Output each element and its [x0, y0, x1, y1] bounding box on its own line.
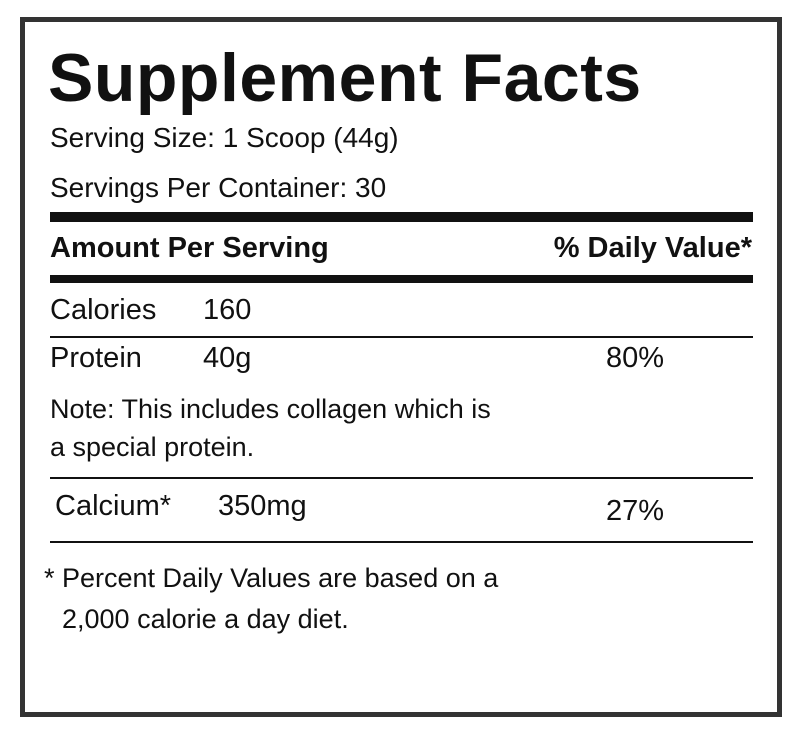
row-name: Protein: [50, 342, 142, 374]
amount-header: Amount Per Serving: [50, 232, 329, 264]
footnote-line: 2,000 calorie a day diet.: [62, 604, 349, 634]
row-amount: 160: [203, 294, 252, 326]
footnote-line: * Percent Daily Values are based on a: [44, 563, 499, 593]
row-amount: 350mg: [218, 490, 307, 522]
note-line: Note: This includes collagen which is: [50, 394, 491, 424]
row-name: Calcium*: [55, 490, 172, 522]
label-border: [20, 17, 782, 717]
thick-rule: [50, 275, 753, 283]
row-daily-value: 80%: [606, 342, 665, 374]
daily-value-header: % Daily Value*: [553, 232, 752, 264]
row-amount: 40g: [203, 342, 252, 374]
thin-rule: [50, 541, 753, 543]
servings-per-container: Servings Per Container: 30: [50, 172, 387, 203]
thick-rule: [50, 212, 753, 222]
thin-rule: [50, 477, 753, 479]
thin-rule: [50, 336, 753, 338]
title: Supplement Facts: [48, 40, 642, 116]
row-daily-value: 27%: [606, 495, 665, 527]
note-line: a special protein.: [50, 432, 255, 462]
row-name: Calories: [50, 294, 157, 326]
serving-size: Serving Size: 1 Scoop (44g): [50, 122, 399, 153]
